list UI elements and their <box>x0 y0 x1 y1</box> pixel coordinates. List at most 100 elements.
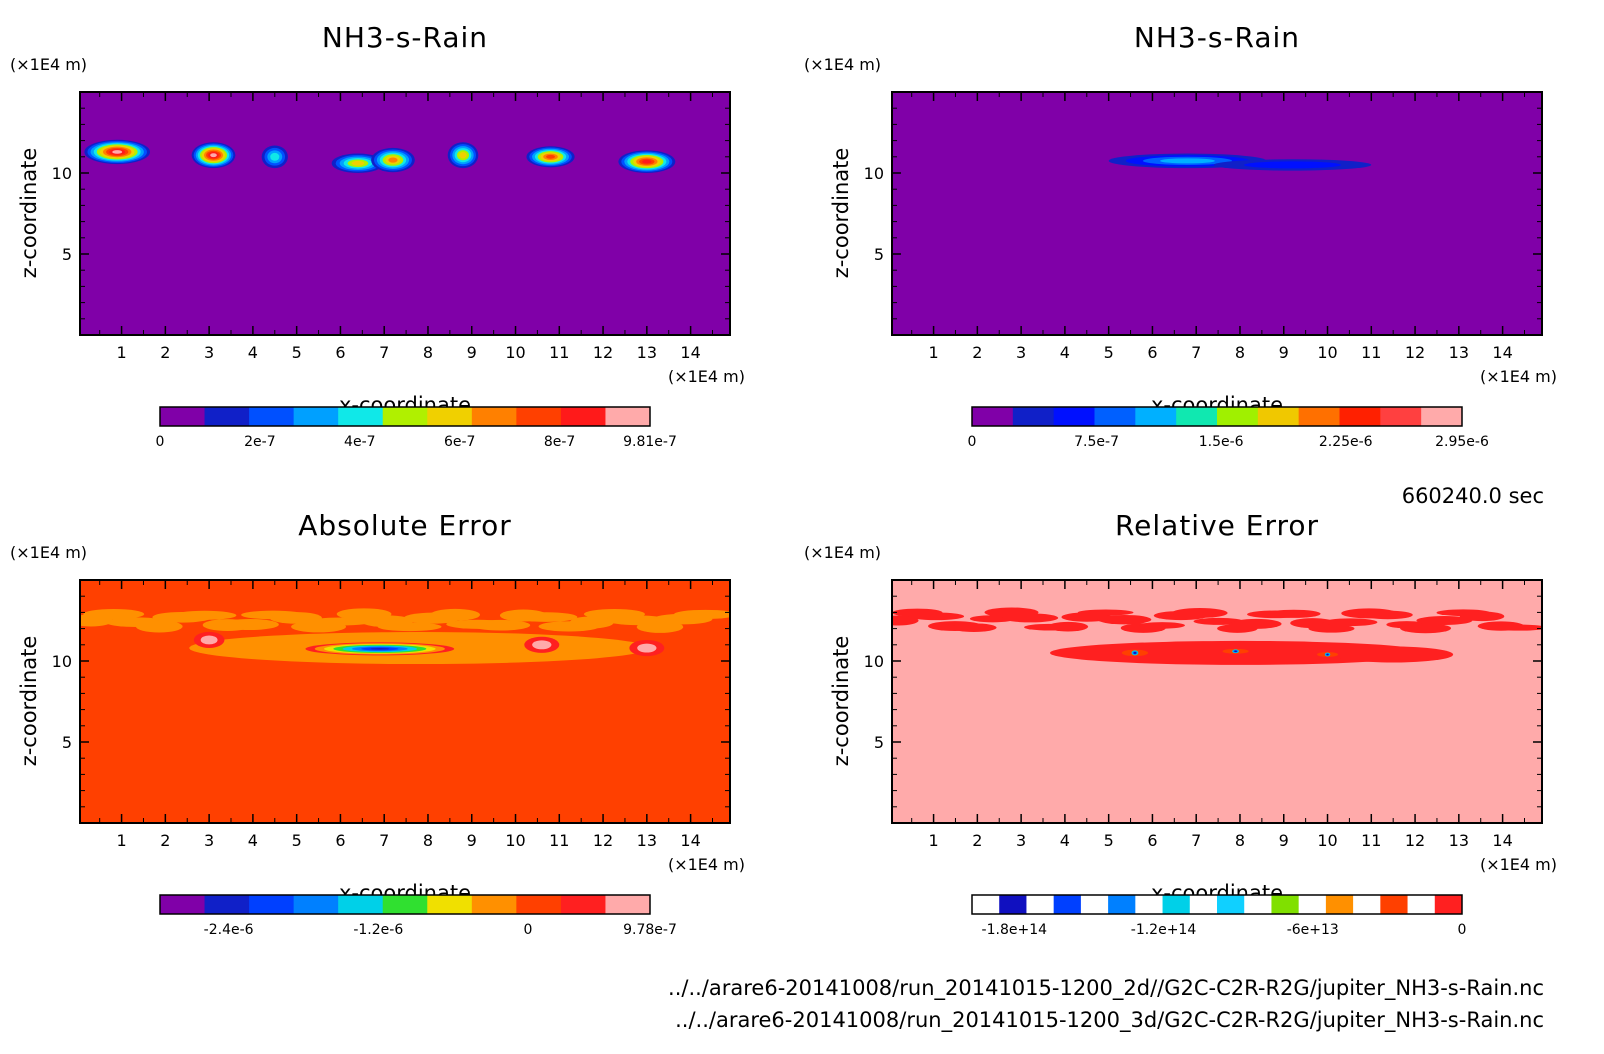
relerr-band-patch <box>1400 623 1452 634</box>
colorbar-tick-label: 0 <box>968 434 977 450</box>
contour-level <box>388 157 398 163</box>
plot-frame <box>891 579 1543 824</box>
x-tick-label: 10 <box>505 343 525 362</box>
contour-level <box>546 154 556 159</box>
y-tick-label: 10 <box>52 652 72 671</box>
contour-feature <box>1213 159 1372 171</box>
contour-feature <box>1317 652 1339 657</box>
contour-feature <box>526 146 575 168</box>
contour-feature <box>371 147 415 173</box>
contour-feature <box>261 145 288 169</box>
x-tick-label: 6 <box>335 343 345 362</box>
y-axis-label: z-coordinate <box>829 636 853 767</box>
panel-absolute-error: Absolute Error (×1E4 m) 1 2 3 4 5 6 7 8 9 10 11 12 1… <box>10 509 745 938</box>
colorbar-frame <box>159 894 651 915</box>
x-tick-label: 7 <box>1191 831 1201 850</box>
colorbar: -1.8e+14 -1.2e+14 -6e+13 0 <box>971 894 1467 938</box>
colorbar-tick-label: 1.5e-6 <box>1199 434 1244 450</box>
colorbar-tick-label: 8e-7 <box>544 434 575 450</box>
x-tick-label: 9 <box>467 343 477 362</box>
x-tick-label: 3 <box>1016 343 1026 362</box>
x-tick-label: 14 <box>680 343 700 362</box>
contour-feature <box>618 150 676 173</box>
colorbar-tick-label: 6e-7 <box>444 434 475 450</box>
x-tick-label: 3 <box>204 831 214 850</box>
contour-level <box>270 152 280 161</box>
contour-feature <box>193 631 225 649</box>
error-band-patch <box>173 610 237 620</box>
y-axis-unit: (×1E4 m) <box>10 55 87 74</box>
colorbar-tick-label: 0 <box>524 922 533 938</box>
contour-feature <box>447 142 479 169</box>
x-tick-label: 4 <box>248 343 258 362</box>
colorbar: -2.4e-6 -1.2e-6 0 9.78e-7 <box>159 894 677 938</box>
panel-title: Relative Error <box>1115 509 1319 542</box>
colorbar-tick-label: -1.2e-6 <box>353 922 403 938</box>
x-tick-label: 13 <box>637 343 657 362</box>
panel-title: Absolute Error <box>298 509 512 542</box>
relerr-band-patch <box>1416 615 1473 625</box>
contour-level <box>210 153 217 158</box>
contour-level <box>370 648 390 650</box>
colorbar-segment <box>972 895 1000 914</box>
x-tick-label: 6 <box>335 831 345 850</box>
colorbar-tick-label: 2e-7 <box>244 434 275 450</box>
y-ticks: 5 10 <box>864 107 1542 320</box>
footer-path-3d: ../../arare6-20141008/run_20141015-1200_… <box>675 1008 1544 1033</box>
colorbar-segment <box>1217 895 1245 914</box>
x-tick-label: 2 <box>160 831 170 850</box>
x-tick-label: 13 <box>637 831 657 850</box>
colorbar-segment <box>1325 895 1354 914</box>
x-tick-label: 8 <box>1235 831 1245 850</box>
colorbar-segment <box>1380 895 1409 914</box>
colorbar-segment <box>1026 895 1055 914</box>
colorbar-segment <box>249 895 295 914</box>
x-tick-label: 8 <box>423 831 433 850</box>
x-tick-label: 1 <box>928 343 938 362</box>
plot-frame <box>79 579 731 824</box>
x-tick-label: 6 <box>1147 343 1157 362</box>
relerr-band-patch <box>1363 610 1413 620</box>
relerr-band-patch <box>1323 618 1378 627</box>
relerr-band-patch <box>951 623 997 632</box>
contour-feature <box>524 636 560 653</box>
colorbar-segment <box>204 407 250 426</box>
panel-relative-error: Relative Error (×1E4 m) 1 2 3 4 5 6 7 8 9 10 11 12 1… <box>804 509 1557 938</box>
heatmap-area <box>892 580 1542 823</box>
colorbar-segment <box>1162 895 1191 914</box>
error-band-patch <box>135 620 183 633</box>
x-tick-label: 1 <box>928 831 938 850</box>
x-axis-unit: (×1E4 m) <box>1480 367 1557 386</box>
colorbar-tick-label: 2.25e-6 <box>1319 434 1373 450</box>
x-tick-label: 12 <box>1405 831 1425 850</box>
colorbar-segment <box>160 895 206 914</box>
colorbar-segment <box>1012 407 1055 426</box>
colorbar-segment <box>382 895 428 914</box>
colorbar-segment <box>1298 895 1327 914</box>
y-tick-label: 10 <box>864 164 884 183</box>
x-tick-label: 7 <box>379 343 389 362</box>
panel-nh3-2d: NH3-s-Rain (×1E4 m) 1 2 3 4 5 6 7 8 9 10 11 12 13 14 … <box>10 21 745 450</box>
x-tick-label: 13 <box>1449 343 1469 362</box>
relerr-band-patch <box>1267 609 1321 618</box>
heatmap-background <box>80 92 730 335</box>
contour-feature <box>84 139 151 165</box>
colorbar-tick-label: 4e-7 <box>344 434 375 450</box>
y-tick-label: 10 <box>864 652 884 671</box>
x-axis-unit: (×1E4 m) <box>668 855 745 874</box>
contour-feature <box>1121 649 1149 657</box>
colorbar-tick-label: 0 <box>1458 922 1467 938</box>
colorbar-segment <box>605 895 651 914</box>
colorbar-segment <box>972 407 1014 426</box>
colorbar-segment <box>560 895 606 914</box>
timestamp: 660240.0 sec <box>1402 484 1544 508</box>
plot-frame <box>891 91 1543 336</box>
contour-feature <box>331 153 385 173</box>
x-tick-label: 5 <box>292 831 302 850</box>
colorbar-segment <box>1135 895 1164 914</box>
x-ticks: 1 2 3 4 5 6 7 8 9 10 11 12 13 14 <box>99 580 713 850</box>
y-tick-label: 5 <box>874 733 884 752</box>
x-tick-label: 10 <box>505 831 525 850</box>
y-axis-label: z-coordinate <box>829 148 853 279</box>
x-tick-label: 11 <box>1361 343 1381 362</box>
